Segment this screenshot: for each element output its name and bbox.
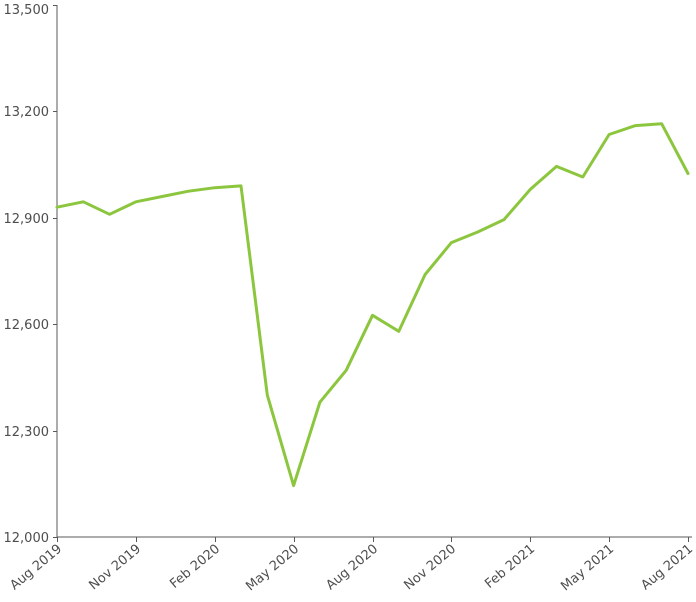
x-axis-label: Feb 2020 [167, 542, 223, 592]
y-axis-label: 12,600 [4, 318, 50, 333]
x-axis-label: Nov 2020 [401, 542, 459, 594]
y-axis-label: 12,300 [4, 425, 50, 440]
x-axis-label: Aug 2019 [7, 542, 65, 594]
y-axis-label: 12,000 [4, 531, 50, 546]
y-axis-label: 13,200 [4, 105, 50, 120]
x-axis-label: Feb 2021 [482, 542, 538, 592]
x-axis-label: May 2020 [243, 542, 302, 595]
x-axis-label: Aug 2021 [638, 542, 696, 594]
x-axis-label: Nov 2019 [86, 542, 144, 594]
x-axis-label: Aug 2020 [323, 542, 381, 594]
y-axis-label: 13,500 [4, 3, 50, 18]
y-axis-label: 12,900 [4, 212, 50, 227]
series-line [55, 122, 690, 488]
x-axis-label: May 2021 [558, 542, 617, 595]
